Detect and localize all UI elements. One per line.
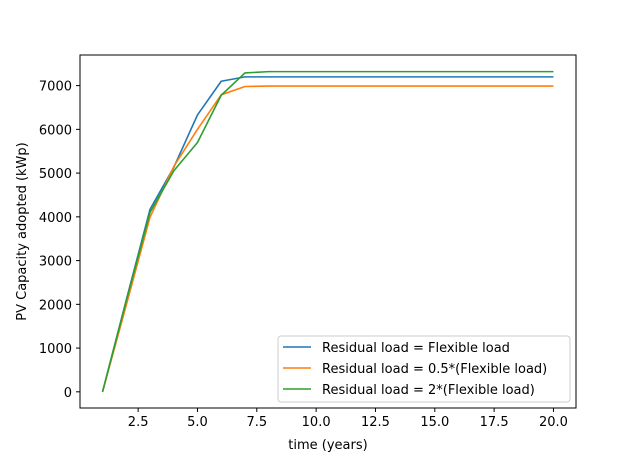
x-tick-label: 20.0	[539, 415, 568, 430]
axes-frame	[79, 54, 577, 409]
x-axis-ticks: 2.5 5.0 7.5 10.0 12.5 15.0 17.5 20.0	[128, 408, 568, 430]
y-tick-label: 7000	[39, 80, 72, 95]
series-line-1	[101, 76, 554, 393]
legend: Residual load = Flexible load Residual lo…	[277, 335, 571, 403]
x-tick-label: 5.0	[187, 415, 208, 430]
y-tick-label: 6000	[39, 123, 72, 138]
x-tick-label: 17.5	[480, 415, 509, 430]
legend-label-2: Residual load = 0.5*(Flexible load)	[322, 362, 547, 377]
series-line-3	[101, 70, 554, 393]
y-axis-ticks: 0 1000 2000 3000 4000 5000 6000 7000	[39, 80, 80, 401]
x-axis-label: time (years)	[288, 438, 367, 453]
y-tick-label: 5000	[39, 167, 72, 182]
plot-area	[101, 70, 554, 393]
legend-label-1: Residual load = Flexible load	[322, 341, 510, 356]
x-tick-label: 12.5	[361, 415, 390, 430]
y-axis-label: PV Capacity adopted (kWp)	[15, 142, 30, 321]
y-tick-label: 4000	[39, 211, 72, 226]
x-tick-label: 10.0	[302, 415, 331, 430]
y-tick-label: 1000	[39, 342, 72, 357]
x-tick-label: 7.5	[246, 415, 267, 430]
y-tick-label: 3000	[39, 255, 72, 270]
x-tick-label: 2.5	[128, 415, 149, 430]
legend-label-3: Residual load = 2*(Flexible load)	[322, 383, 535, 398]
series-line-2	[101, 85, 554, 393]
y-tick-label: 2000	[39, 298, 72, 313]
legend-box	[277, 335, 571, 403]
y-tick-label: 0	[64, 386, 72, 401]
x-tick-label: 15.0	[420, 415, 449, 430]
